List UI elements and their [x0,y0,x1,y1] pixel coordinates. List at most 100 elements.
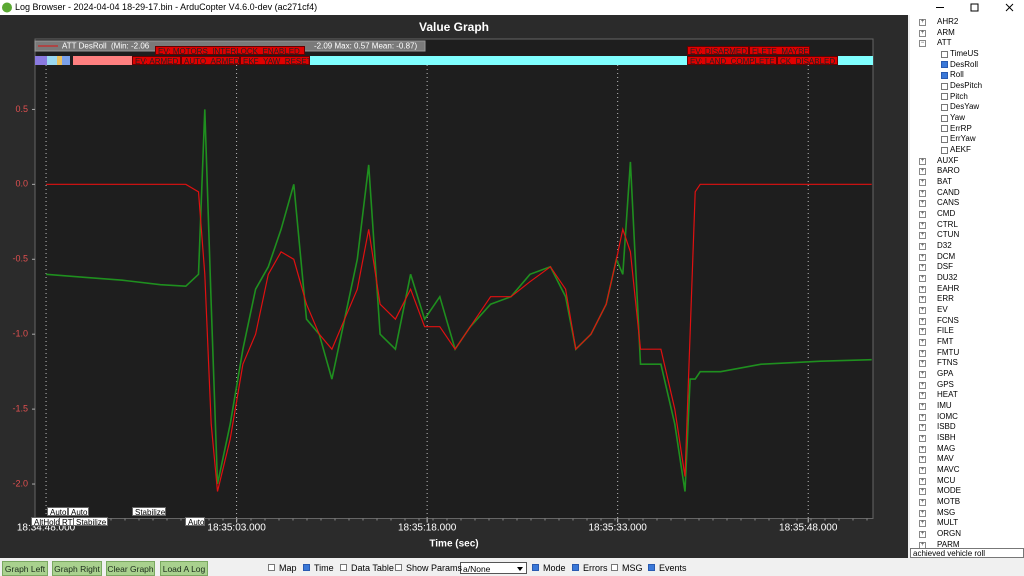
tree-expander[interactable]: + [919,157,926,165]
tree-item[interactable]: CTRL [937,219,958,229]
tree-expander[interactable]: + [919,29,926,37]
button[interactable]: Load A Log [160,561,208,576]
tree-expander[interactable]: + [919,264,926,272]
tree-expander[interactable]: + [919,520,926,528]
tree-item[interactable]: MAVC [937,465,960,475]
tree-checkbox[interactable] [941,61,948,69]
tree-item[interactable]: DesRoll [950,59,979,69]
tree-item[interactable]: CTUN [937,230,960,240]
tree-item[interactable]: FCNS [937,315,959,325]
checkbox[interactable] [395,564,402,571]
tree-item[interactable]: DesPitch [950,81,983,91]
tree-expander[interactable]: + [919,275,926,283]
tree-expander[interactable]: + [919,328,926,336]
maximize-button[interactable] [970,3,979,12]
tree-expander[interactable]: + [919,296,926,304]
button[interactable]: Graph Right [52,561,102,576]
tree-item[interactable]: ORGN [937,529,961,539]
tree-item[interactable]: ISBD [937,422,956,432]
tree-item[interactable]: DCM [937,251,956,261]
tree-item[interactable]: Pitch [950,91,968,101]
tree-expander[interactable]: + [919,499,926,507]
tree-checkbox[interactable] [941,135,948,143]
tree-item[interactable]: GPS [937,379,954,389]
tree-item[interactable]: BAT [937,177,952,187]
tree-item[interactable]: PARM [937,539,960,549]
tree-checkbox[interactable] [941,50,948,58]
tree-expander[interactable]: + [919,477,926,485]
tree-item[interactable]: FMTU [937,347,960,357]
tree-expander[interactable]: + [919,456,926,464]
tree-item[interactable]: DU32 [937,273,958,283]
checkbox[interactable] [648,564,655,571]
checkbox[interactable] [532,564,539,571]
tree-expander[interactable]: + [919,317,926,325]
tree-item[interactable]: MAV [937,454,954,464]
tree-item[interactable]: FTNS [937,358,958,368]
tree-item[interactable]: EAHR [937,283,960,293]
tree-item[interactable]: MULT [937,518,959,528]
tree-checkbox[interactable] [941,114,948,122]
checkbox[interactable] [611,564,618,571]
tree-expander[interactable]: + [919,285,926,293]
tree-expander[interactable]: + [919,179,926,187]
tree-expander[interactable]: + [919,243,926,251]
tree-item[interactable]: IOMC [937,411,958,421]
tree-expander[interactable]: + [919,200,926,208]
tree-item[interactable]: Roll [950,70,964,80]
tree-item[interactable]: IMU [937,401,952,411]
tree-expander[interactable]: + [919,435,926,443]
tree-expander[interactable]: − [919,40,926,48]
tree-item[interactable]: HEAT [937,390,958,400]
tree-expander[interactable]: + [919,360,926,368]
tree-expander[interactable]: + [919,253,926,261]
tree-expander[interactable]: + [919,189,926,197]
tree-item[interactable]: CAND [937,187,960,197]
tree-item[interactable]: ATT [937,38,952,48]
tree-expander[interactable]: + [919,424,926,432]
tree-item[interactable]: DesYaw [950,102,980,112]
tree-item[interactable]: EV [937,305,948,315]
tree-checkbox[interactable] [941,146,948,154]
tree-expander[interactable]: + [919,211,926,219]
tree-item[interactable]: ErrRP [950,123,972,133]
tree-expander[interactable]: + [919,307,926,315]
tree-item[interactable]: AHR2 [937,17,959,26]
tree-item[interactable]: ERR [937,294,954,304]
tree-expander[interactable]: + [919,531,926,539]
tree-expander[interactable]: + [919,403,926,411]
tree-expander[interactable]: + [919,413,926,421]
tree-item[interactable]: AEKF [950,145,971,155]
tree-item[interactable]: GPA [937,369,954,379]
tree-item[interactable]: D32 [937,241,952,251]
tree-expander[interactable]: + [919,349,926,357]
tree-item[interactable]: ARM [937,27,955,37]
tree-checkbox[interactable] [941,71,948,79]
tree-item[interactable]: TimeUS [950,49,979,58]
tree-item[interactable]: FMT [937,337,954,347]
tree-item[interactable]: MSG [937,507,956,517]
checkbox[interactable] [572,564,579,571]
tree-expander[interactable]: + [919,19,926,26]
tree-expander[interactable]: + [919,488,926,496]
tree-item[interactable]: ErrYaw [950,134,976,144]
tree-item[interactable]: MODE [937,486,961,496]
tree-expander[interactable]: + [919,339,926,347]
tree-checkbox[interactable] [941,125,948,133]
tree-item[interactable]: DSF [937,262,953,272]
tree-expander[interactable]: + [919,381,926,389]
close-button[interactable] [1005,3,1014,12]
tree-expander[interactable]: + [919,445,926,453]
tree-expander[interactable]: + [919,168,926,176]
tree-checkbox[interactable] [941,82,948,90]
tree-item[interactable]: MAG [937,443,956,453]
checkbox[interactable] [268,564,275,571]
tree-expander[interactable]: + [919,221,926,229]
tree-item[interactable]: MCU [937,475,956,485]
tree-item[interactable]: MOTB [937,497,961,507]
checkbox[interactable] [340,564,347,571]
tree-item[interactable]: AUXF [937,155,959,165]
tree-checkbox[interactable] [941,103,948,111]
tree-expander[interactable]: + [919,509,926,517]
checkbox[interactable] [303,564,310,571]
